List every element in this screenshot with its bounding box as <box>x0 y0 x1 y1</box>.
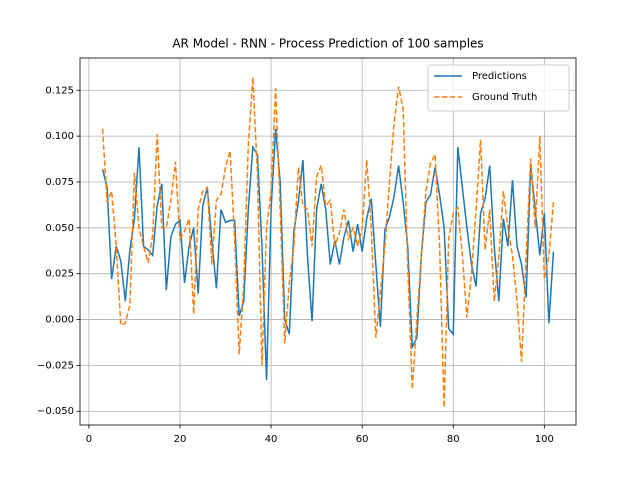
y-tick-label: −0.025 <box>37 360 74 371</box>
series-line <box>101 77 555 408</box>
y-tick-label: 0.075 <box>45 177 74 188</box>
x-tick-label: 20 <box>174 434 187 445</box>
legend-label: Predictions <box>472 71 527 82</box>
legend-box <box>427 64 570 112</box>
y-tick-label: −0.050 <box>37 406 74 417</box>
y-tick-label: 0.050 <box>45 223 74 234</box>
y-tick-label: 0.100 <box>45 131 74 142</box>
y-tick-label: 0.125 <box>45 85 74 96</box>
x-tick-label: 0 <box>86 434 92 445</box>
x-tick-label: 60 <box>356 434 369 445</box>
y-tick-label: 0.025 <box>45 269 74 280</box>
series-line <box>101 128 555 381</box>
x-tick-label: 80 <box>447 434 460 445</box>
x-tick-label: 40 <box>265 434 278 445</box>
plot-frame <box>79 57 577 426</box>
x-tick-label: 100 <box>535 434 554 445</box>
y-tick-label: 0.000 <box>45 315 74 326</box>
chart-title: AR Model - RNN - Process Prediction of 1… <box>172 37 483 51</box>
legend-label: Ground Truth <box>472 92 537 103</box>
